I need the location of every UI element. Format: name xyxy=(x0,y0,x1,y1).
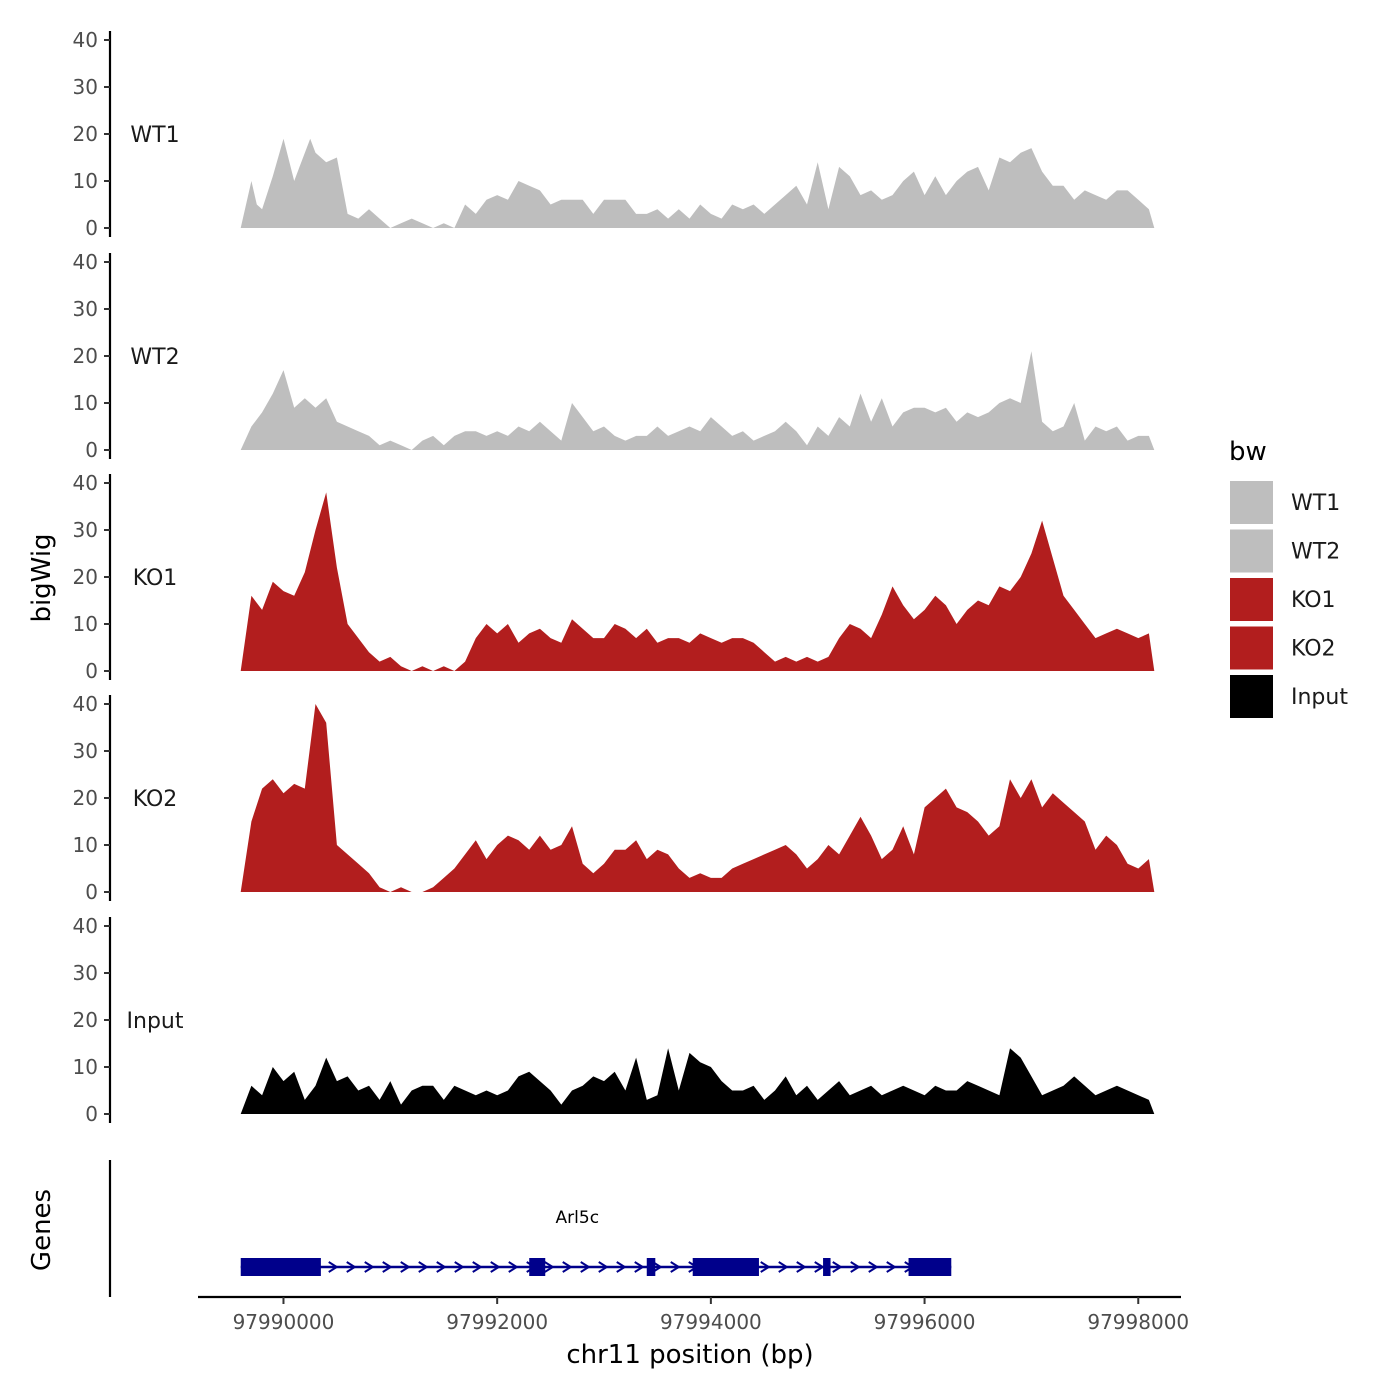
strand-arrow xyxy=(616,1261,627,1273)
strand-arrow xyxy=(490,1261,501,1273)
y-tick-label: 20 xyxy=(73,565,98,589)
legend-label: KO2 xyxy=(1291,637,1336,662)
strand-arrow xyxy=(508,1261,519,1273)
y-tick-label: 10 xyxy=(73,169,98,193)
legend-label: WT2 xyxy=(1291,540,1340,565)
y-tick-label: 20 xyxy=(73,344,98,368)
y-tick-label: 0 xyxy=(85,659,98,683)
x-tick-label: 97998000 xyxy=(1087,1310,1189,1334)
strand-arrow xyxy=(832,1261,843,1273)
x-tick-label: 97996000 xyxy=(874,1310,976,1334)
strand-arrow xyxy=(454,1261,465,1273)
legend-label: WT1 xyxy=(1291,491,1340,516)
y-tick-label: 10 xyxy=(73,833,98,857)
strand-arrow xyxy=(436,1261,447,1273)
y-tick-label: 20 xyxy=(73,122,98,146)
coverage-tracks: 0 10 20 30 40 WT1 0 10 20 30 40 WT2 0 10 20 30 40 KO1 0 10 2… xyxy=(73,28,1155,1126)
track-label: KO1 xyxy=(133,566,178,591)
track-ko2: 0 10 20 30 40 KO2 xyxy=(73,692,1155,904)
strand-arrow xyxy=(850,1261,861,1273)
track-wt2: 0 10 20 30 40 WT2 xyxy=(73,250,1155,462)
strand-arrow xyxy=(328,1261,339,1273)
strand-arrow xyxy=(544,1261,555,1273)
coverage-area-wt1 xyxy=(240,138,1155,228)
gene-track: Arl5c xyxy=(108,1160,952,1297)
strand-arrow xyxy=(580,1261,591,1273)
x-tick-label: 97994000 xyxy=(660,1310,762,1334)
strand-arrow xyxy=(670,1261,681,1273)
legend-swatch-ko1 xyxy=(1228,576,1275,623)
strand-arrow xyxy=(760,1261,771,1273)
strand-arrow xyxy=(814,1261,825,1273)
track-label: WT2 xyxy=(130,345,179,370)
y-tick-label: 40 xyxy=(73,692,98,716)
strand-arrow xyxy=(364,1261,375,1273)
gene-exon xyxy=(823,1258,831,1276)
y-tick-label: 30 xyxy=(73,75,98,99)
legend-swatch-ko2 xyxy=(1228,624,1275,672)
coverage-area-wt2 xyxy=(240,351,1155,450)
y-tick-label: 40 xyxy=(73,250,98,274)
strand-arrow xyxy=(400,1261,411,1273)
coverage-area-input xyxy=(240,1048,1155,1114)
gene-exon xyxy=(692,1258,759,1276)
y-tick-label: 40 xyxy=(73,28,98,52)
y-tick-label: 10 xyxy=(73,391,98,415)
track-label: KO2 xyxy=(133,787,178,812)
y-tick-label: 0 xyxy=(85,1102,98,1126)
legend: bw WT1 WT2 KO1 KO2 Input xyxy=(1228,437,1348,720)
y-tick-label: 10 xyxy=(73,1055,98,1079)
strand-arrow xyxy=(382,1261,393,1273)
y-tick-label: 30 xyxy=(73,297,98,321)
y-axis-title: bigWig xyxy=(27,533,57,622)
coverage-area-ko1 xyxy=(240,492,1155,671)
gene-exon xyxy=(529,1258,546,1276)
strand-arrow xyxy=(472,1261,483,1273)
y-tick-label: 20 xyxy=(73,1008,98,1032)
track-wt1: 0 10 20 30 40 WT1 xyxy=(73,28,1155,240)
gene-arl5c: Arl5c xyxy=(240,1208,952,1276)
y-tick-label: 30 xyxy=(73,518,98,542)
y-tick-label: 0 xyxy=(85,438,98,462)
x-tick-label: 97990000 xyxy=(233,1310,335,1334)
y-tick-label: 30 xyxy=(73,739,98,763)
y-tick-label: 20 xyxy=(73,786,98,810)
y-tick-label: 40 xyxy=(73,471,98,495)
x-axis: 97990000 97992000 97994000 97996000 97998000 xyxy=(198,1295,1189,1334)
legend-label: KO1 xyxy=(1291,588,1336,613)
strand-arrow xyxy=(346,1261,357,1273)
strand-arrow xyxy=(652,1261,663,1273)
y-tick-label: 40 xyxy=(73,914,98,938)
strand-arrow xyxy=(868,1261,879,1273)
x-axis-title: chr11 position (bp) xyxy=(566,1340,813,1370)
coverage-area-ko2 xyxy=(240,704,1155,892)
gene-name-label: Arl5c xyxy=(556,1208,600,1228)
strand-arrow xyxy=(634,1261,645,1273)
strand-arrow xyxy=(796,1261,807,1273)
legend-swatch-wt1 xyxy=(1228,479,1275,526)
gene-track-title: Genes xyxy=(27,1189,57,1271)
y-tick-label: 0 xyxy=(85,880,98,904)
legend-label: Input xyxy=(1291,685,1348,710)
y-tick-label: 10 xyxy=(73,612,98,636)
gene-exon xyxy=(646,1258,656,1276)
strand-arrow xyxy=(886,1261,897,1273)
track-ko1: 0 10 20 30 40 KO1 xyxy=(73,471,1155,683)
strand-arrow xyxy=(598,1261,609,1273)
gene-exon xyxy=(240,1258,321,1276)
x-tick-label: 97992000 xyxy=(446,1310,548,1334)
strand-arrow xyxy=(562,1261,573,1273)
strand-arrow xyxy=(418,1261,429,1273)
y-tick-label: 0 xyxy=(85,216,98,240)
legend-swatch-input xyxy=(1228,673,1275,720)
strand-arrow xyxy=(778,1261,789,1273)
legend-swatch-wt2 xyxy=(1228,527,1275,575)
track-label: Input xyxy=(127,1009,184,1034)
track-label: WT1 xyxy=(130,123,179,148)
track-input: 0 10 20 30 40 Input xyxy=(73,914,1155,1126)
y-tick-label: 30 xyxy=(73,961,98,985)
legend-title: bw xyxy=(1229,437,1267,467)
gene-exon xyxy=(908,1258,952,1276)
